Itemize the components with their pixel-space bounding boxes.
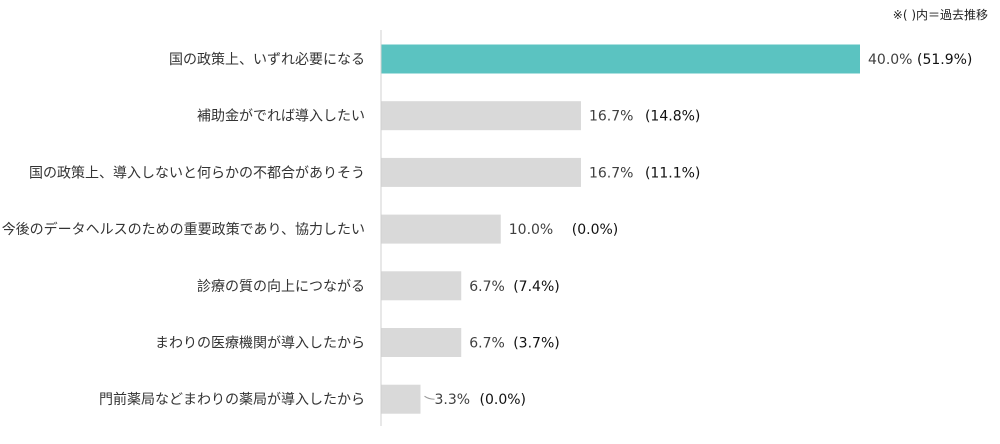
bar [381, 157, 581, 187]
bar [381, 214, 501, 244]
value-label: 6.7% [469, 279, 505, 295]
bar [381, 271, 462, 301]
category-label: 国の政策上、導入しないと何らかの不都合がありそう [29, 164, 365, 181]
category-label: 今後のデータヘルスのための重要政策であり、協力したい [2, 221, 365, 238]
category-label: 国の政策上、いずれ必要になる [169, 51, 365, 68]
value-label: 6.7% [469, 336, 505, 352]
value-label: 3.3% [435, 392, 471, 408]
bar [381, 384, 421, 414]
value-label: 16.7% [589, 165, 633, 181]
past-value-label: (0.0%) [572, 222, 619, 238]
category-label: 診療の質の向上につながる [197, 278, 365, 295]
bar [381, 328, 462, 357]
past-value-label: (7.4%) [513, 279, 560, 295]
past-value-label: (51.9%) [917, 52, 972, 68]
past-value-label: (3.7%) [513, 336, 560, 352]
value-label: 10.0% [509, 222, 553, 238]
bar [381, 101, 581, 131]
value-label: 40.0% [868, 52, 912, 68]
past-value-label: (0.0%) [480, 392, 526, 408]
category-label: まわりの医療機関が導入したから [155, 335, 365, 352]
value-label: 16.7% [589, 109, 633, 125]
category-label: 補助金がでれば導入したい [197, 109, 365, 125]
leader-line [424, 395, 435, 400]
bar [381, 44, 860, 74]
past-value-label: (11.1%) [645, 165, 700, 181]
footnote: ※( )内＝過去推移 [892, 8, 988, 22]
past-value-label: (14.8%) [645, 109, 700, 125]
category-label: 門前薬局などまわりの薬局が導入したから [99, 391, 365, 408]
